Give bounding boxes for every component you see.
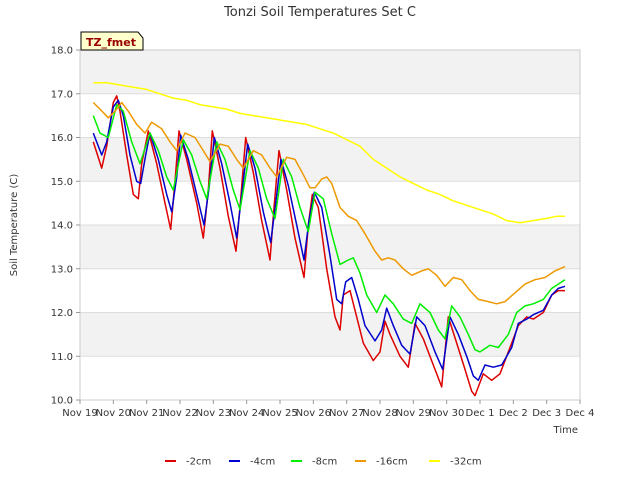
legend: -2cm -4cm -8cm -16cm -32cm [165, 457, 482, 468]
series-line-minus16cm [92, 101, 566, 305]
x-tick-label: Dec 3 [532, 408, 561, 419]
background-band [80, 225, 580, 269]
x-axis-label: Time [553, 425, 578, 436]
x-tick-label: Nov 27 [329, 408, 364, 419]
y-tick-label: 10.0 [51, 396, 73, 407]
y-axis-ticks: 10.0 11.0 12.0 13.0 14.0 15.0 16.0 17.0 18.0 [51, 46, 80, 407]
y-tick-label: 17.0 [51, 89, 73, 100]
series-lines [92, 82, 566, 397]
y-tick-label: 11.0 [51, 352, 73, 363]
y-tick-label: 18.0 [51, 46, 73, 57]
series-line-minus8cm [92, 103, 566, 353]
badge-label: TZ_fmet [86, 36, 136, 49]
site-badge: TZ_fmet [80, 31, 144, 51]
x-tick-label: Nov 26 [296, 408, 331, 419]
x-tick-label: Nov 22 [162, 408, 197, 419]
x-tick-label: Nov 23 [196, 408, 231, 419]
x-tick-label: Dec 2 [499, 408, 528, 419]
legend-label: -16cm [376, 457, 408, 468]
x-tick-label: Nov 21 [129, 408, 164, 419]
x-tick-label: Nov 30 [429, 408, 464, 419]
y-tick-label: 16.0 [51, 133, 73, 144]
x-tick-label: Nov 28 [362, 408, 397, 419]
x-tick-label: Nov 20 [96, 408, 131, 419]
series-line-minus4cm [92, 99, 566, 382]
background-band [80, 93, 580, 138]
legend-label: -2cm [186, 457, 211, 468]
background-band [80, 312, 580, 357]
background-band [80, 356, 580, 400]
legend-label: -8cm [312, 457, 337, 468]
y-axis-label: Soil Temperature (C) [9, 174, 20, 277]
x-tick-label: Nov 29 [396, 408, 431, 419]
x-tick-label: Nov 25 [262, 408, 297, 419]
x-tick-label: Dec 4 [566, 408, 595, 419]
legend-label: -32cm [450, 457, 482, 468]
y-tick-label: 13.0 [51, 264, 73, 275]
y-tick-label: 14.0 [51, 221, 73, 232]
x-tick-label: Nov 19 [62, 408, 97, 419]
background-band [80, 50, 580, 94]
x-tick-label: Dec 1 [466, 408, 495, 419]
y-tick-label: 12.0 [51, 308, 73, 319]
legend-label: -4cm [250, 457, 275, 468]
plot-background-bands [80, 50, 580, 400]
series-line-minus32cm [93, 82, 565, 224]
background-band [80, 137, 580, 182]
badge-shape [80, 31, 144, 51]
x-tick-label: Nov 24 [229, 408, 264, 419]
y-tick-label: 15.0 [51, 177, 73, 188]
chart-title: Tonzi Soil Temperatures Set C [223, 5, 416, 20]
background-band [80, 181, 580, 225]
